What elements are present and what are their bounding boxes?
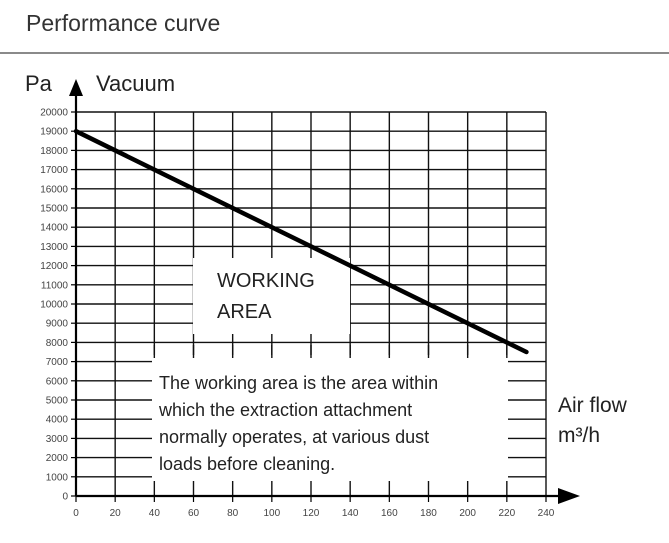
x-tick-label: 180 [420,508,437,519]
x-tick-label: 140 [342,508,359,519]
working-area-box [193,258,350,334]
working-area-label-1: WORKING [217,270,315,292]
x-tick-label: 120 [303,508,320,519]
y-tick-label: 4000 [46,415,69,426]
y-axis-label: Vacuum [96,71,175,96]
page-title: Performance curve [26,10,221,36]
note-box [152,355,508,481]
y-tick-label: 18000 [40,146,68,157]
y-tick-label: 2000 [46,453,69,464]
y-tick-label: 9000 [46,319,69,330]
y-tick-label: 3000 [46,434,69,445]
note-line-1: The working area is the area within [159,373,438,393]
x-tick-label: 60 [188,508,200,519]
y-tick-label: 6000 [46,376,69,387]
y-tick-label: 10000 [40,300,68,311]
x-tick-label: 240 [538,508,555,519]
axes [69,79,580,504]
y-axis-unit: Pa [25,71,53,96]
x-tick-label: 40 [149,508,161,519]
y-tick-label: 12000 [40,261,68,272]
y-tick-label: 17000 [40,165,68,176]
x-tick-label: 20 [110,508,122,519]
x-tick-label: 80 [227,508,239,519]
x-tick-label: 100 [263,508,280,519]
y-tick-label: 0 [62,492,68,503]
header-divider [0,52,669,54]
y-tick-label: 8000 [46,338,69,349]
y-tick-label: 20000 [40,108,68,119]
y-tick-label: 5000 [46,396,69,407]
x-tick-labels: 0 20 40 60 80 100 120 140 160 180 200 220 240 [73,508,555,519]
x-axis-arrow [558,488,580,504]
y-tick-label: 7000 [46,357,69,368]
series-layer [73,128,529,355]
y-tick-labels: 0 1000 2000 3000 4000 5000 6000 7000 8000 9000 100… [40,108,68,503]
x-tick-label: 0 [73,508,79,519]
y-tick-label: 13000 [40,242,68,253]
x-axis-label: Air flow [558,394,628,417]
x-axis-unit: m³/h [558,424,600,447]
note-line-3: normally operates, at various dust [159,427,429,447]
y-tick-label: 1000 [46,472,69,483]
x-tick-label: 220 [498,508,515,519]
y-tick-label: 15000 [40,204,68,215]
x-tick-label: 160 [381,508,398,519]
y-tick-label: 19000 [40,127,68,138]
note-line-4: loads before cleaning. [159,454,335,474]
y-axis-arrow [69,79,83,96]
x-tick-label: 200 [459,508,476,519]
note-line-2: which the extraction attachment [158,400,412,420]
performance-curve-line [73,128,529,355]
y-tick-label: 14000 [40,223,68,234]
working-area-label-2: AREA [217,301,272,323]
note-box-ticks [153,345,508,358]
y-tick-label: 16000 [40,184,68,195]
y-tick-label: 11000 [41,280,69,291]
